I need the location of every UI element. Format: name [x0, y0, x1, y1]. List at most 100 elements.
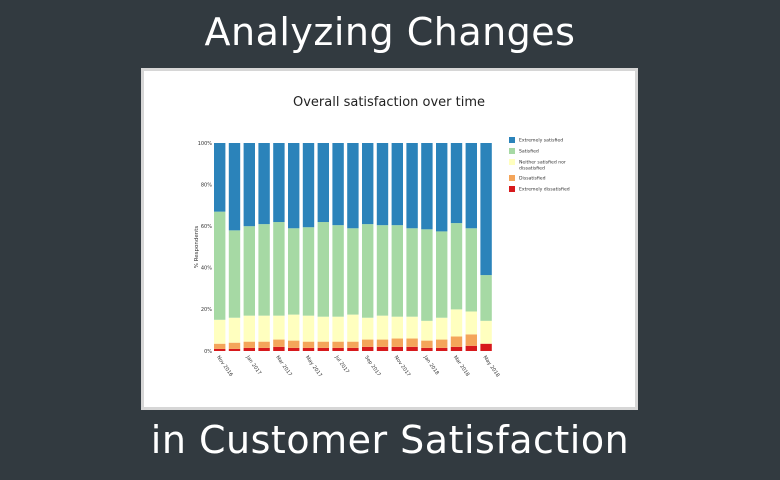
bar-segment-dissatisfied [465, 334, 477, 346]
bar-segment-neither-satisfied-nor-dissatisfied [228, 317, 241, 343]
bar-segment-extremely-dissatisfied [347, 347, 359, 351]
legend-label: Dissatisfied [519, 176, 546, 182]
chart-card: Overall satisfaction over time % Respond… [141, 68, 638, 410]
x-tick-label: May 2018 [481, 355, 500, 379]
chart-title: Overall satisfaction over time [293, 95, 485, 110]
bar-segment-extremely-dissatisfied [421, 347, 433, 351]
legend-swatch [509, 159, 515, 165]
bar-segment-dissatisfied [391, 338, 403, 347]
x-tick-label: Sep 2017 [363, 355, 382, 378]
bars-group [214, 143, 492, 351]
bar-segment-satisfied [450, 223, 463, 310]
bar-segment-extremely-dissatisfied [332, 347, 344, 351]
bar-segment-extremely-dissatisfied [273, 346, 285, 351]
bar-segment-satisfied [347, 228, 359, 315]
legend-label: Extremely satisfied [519, 138, 563, 144]
bar-segment-dissatisfied [273, 339, 285, 347]
bar-segment-neither-satisfied-nor-dissatisfied [302, 315, 315, 342]
y-ticks-group: 0% 20% 40% 60% 80% 100% [198, 141, 213, 355]
bar-segment-neither-satisfied-nor-dissatisfied [288, 314, 300, 341]
bar-segment-satisfied [302, 227, 315, 316]
bar-segment-satisfied [228, 230, 241, 318]
bar-segment-extremely-dissatisfied [391, 346, 403, 351]
bar-segment-neither-satisfied-nor-dissatisfied [376, 315, 389, 340]
bar-segment-neither-satisfied-nor-dissatisfied [214, 319, 226, 344]
bar-segment-dissatisfied [406, 338, 418, 347]
bar-segment-neither-satisfied-nor-dissatisfied [362, 317, 374, 340]
bar-segment-extremely-dissatisfied [480, 343, 492, 351]
bar-segment-neither-satisfied-nor-dissatisfied [347, 314, 359, 342]
bar-segment-dissatisfied [214, 343, 226, 349]
headline-bottom: in Customer Satisfaction [150, 418, 630, 462]
bar-segment-dissatisfied [243, 341, 255, 348]
bar-segment-extremely-dissatisfied [228, 348, 241, 351]
y-tick-label: 80% [201, 182, 212, 188]
bar-segment-extremely-satisfied [288, 143, 300, 229]
bar-segment-dissatisfied [317, 341, 329, 348]
bar-segment-extremely-satisfied [450, 143, 463, 224]
y-tick-label: 60% [201, 224, 212, 230]
bar-segment-extremely-dissatisfied [302, 347, 315, 351]
bar-segment-neither-satisfied-nor-dissatisfied [258, 315, 270, 342]
bar-segment-extremely-satisfied [406, 143, 418, 229]
bar-segment-neither-satisfied-nor-dissatisfied [406, 316, 418, 339]
legend-swatch [509, 186, 515, 192]
bar-segment-extremely-satisfied [332, 143, 344, 226]
y-axis-label: % Respondents [194, 226, 200, 269]
y-tick-label: 40% [201, 266, 212, 272]
bar-segment-extremely-satisfied [273, 143, 285, 223]
x-ticks-group: Nov 2016 Jan 2017 Mar 2017 May 2017 Jul 2017… [215, 354, 500, 378]
bar-segment-extremely-satisfied [347, 143, 359, 229]
bar-segment-satisfied [465, 228, 477, 312]
bar-segment-neither-satisfied-nor-dissatisfied [243, 315, 255, 342]
bar-segment-extremely-satisfied [214, 143, 226, 212]
bar-segment-dissatisfied [421, 340, 433, 348]
bar-segment-extremely-satisfied [228, 143, 241, 231]
bar-segment-dissatisfied [362, 339, 374, 347]
legend-swatch [509, 175, 515, 181]
bar-segment-dissatisfied [288, 340, 300, 348]
x-tick-label: May 2017 [304, 355, 323, 379]
bar-segment-neither-satisfied-nor-dissatisfied [317, 316, 329, 342]
stacked-bar-chart: Overall satisfaction over time % Respond… [194, 95, 570, 378]
bar-segment-extremely-dissatisfied [258, 347, 270, 351]
x-tick-label: Nov 2016 [215, 355, 234, 378]
bar-segment-neither-satisfied-nor-dissatisfied [436, 317, 448, 340]
bar-segment-extremely-satisfied [243, 143, 255, 227]
bar-segment-satisfied [436, 231, 448, 318]
x-tick-label: Jul 2017 [333, 354, 350, 375]
bar-segment-satisfied [480, 275, 492, 321]
legend-label: Satisfied [519, 149, 539, 155]
bar-segment-satisfied [332, 225, 344, 317]
legend-label: dissatisfied [519, 166, 545, 172]
bar-segment-extremely-satisfied [391, 143, 403, 226]
bar-segment-satisfied [362, 224, 374, 318]
bar-segment-neither-satisfied-nor-dissatisfied [421, 320, 433, 341]
bar-segment-extremely-dissatisfied [243, 347, 255, 351]
bar-segment-satisfied [258, 224, 270, 316]
bar-segment-extremely-satisfied [436, 143, 448, 232]
x-tick-label: Nov 2017 [393, 355, 412, 378]
bar-segment-extremely-satisfied [480, 143, 492, 276]
bar-segment-extremely-dissatisfied [288, 347, 300, 351]
bar-segment-extremely-satisfied [302, 143, 315, 228]
bar-segment-neither-satisfied-nor-dissatisfied [391, 316, 403, 339]
legend-swatch [509, 148, 515, 154]
bar-segment-extremely-satisfied [258, 143, 270, 225]
bar-segment-satisfied [214, 211, 226, 320]
bar-segment-dissatisfied [436, 339, 448, 348]
bar-segment-satisfied [376, 225, 389, 316]
bar-segment-dissatisfied [376, 339, 389, 347]
legend-label: Extremely dissatisfied [519, 187, 570, 193]
bar-segment-extremely-satisfied [465, 143, 477, 229]
y-tick-label: 20% [201, 307, 212, 313]
bar-segment-satisfied [406, 228, 418, 317]
x-tick-label: Jan 2018 [422, 354, 440, 376]
bar-segment-dissatisfied [228, 342, 241, 349]
legend: Extremely satisfied Satisfied Neither sati… [509, 137, 570, 193]
x-tick-label: Mar 2017 [274, 355, 293, 378]
bar-segment-dissatisfied [332, 341, 344, 348]
bar-segment-neither-satisfied-nor-dissatisfied [332, 316, 344, 342]
bar-segment-extremely-dissatisfied [436, 347, 448, 351]
bar-segment-satisfied [421, 229, 433, 321]
